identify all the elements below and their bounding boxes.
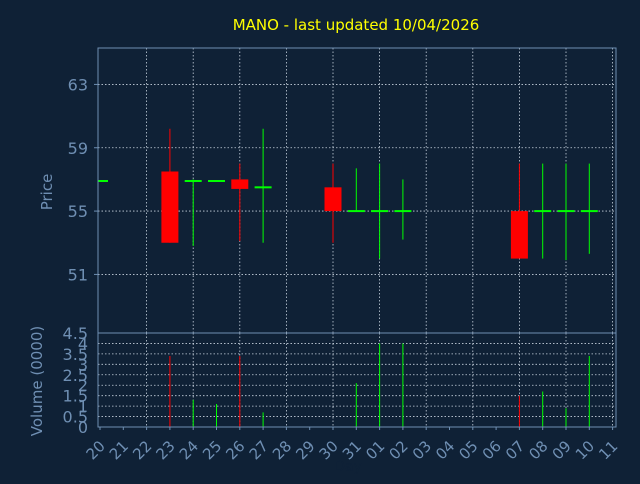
day-axis-label: Day [334, 459, 362, 475]
volume-tick-label: 2.5 [63, 366, 88, 385]
volume-tick-label: 0 [78, 418, 88, 437]
candle-body [347, 210, 365, 213]
candle-body [184, 180, 202, 182]
candle-body [394, 210, 412, 213]
volume-tick-label: 1 [78, 397, 88, 416]
candle [347, 168, 365, 213]
candle [580, 163, 598, 254]
candlesticks [98, 128, 598, 261]
candle [184, 179, 202, 246]
volume-bars [169, 343, 590, 427]
candle-body [534, 210, 552, 213]
volume-tick-label: 1.5 [63, 387, 88, 406]
volume-tick-label: 3 [78, 355, 88, 374]
volume-axis-label: Volume (0000) [28, 326, 46, 436]
candle [231, 163, 249, 242]
price-tick-label: 59 [68, 139, 88, 158]
chart-title: MANO - last updated 10/04/2026 [233, 16, 480, 34]
candle [510, 163, 528, 259]
volume-tick-label: 4 [78, 334, 88, 353]
candle-body [580, 210, 598, 213]
candle-body [557, 210, 575, 213]
candle-body [161, 171, 179, 243]
candle [161, 128, 179, 243]
candle [371, 163, 389, 259]
candle [254, 128, 272, 243]
candle-body [371, 210, 389, 213]
volume-panel-frame [97, 332, 617, 428]
candle-body [510, 211, 528, 259]
candle [98, 180, 108, 182]
volume-tick-label: 4.5 [63, 324, 88, 343]
candle-body [324, 187, 342, 212]
price-tick-label: 63 [68, 75, 88, 94]
candle-body [254, 186, 272, 189]
candle [208, 180, 225, 182]
candle-body [98, 180, 108, 182]
price-axis-label: Price [38, 174, 56, 211]
candle-body [208, 180, 225, 182]
volume-tick-label: 3.5 [63, 345, 88, 364]
candle [394, 179, 412, 240]
volume-tick-label: 0.5 [63, 408, 88, 427]
candle [534, 163, 552, 259]
volume-tick-label: 2 [78, 376, 88, 395]
candle [557, 163, 575, 261]
candle [324, 163, 342, 243]
volume-y-ticks: 4.543.532.521.510.50 [63, 324, 88, 437]
volume-gridlines [98, 333, 616, 427]
price-y-ticks: 63 59 55 51 [68, 75, 98, 284]
price-tick-label: 55 [68, 202, 88, 221]
candle-body [231, 179, 249, 189]
price-tick-label: 51 [68, 265, 88, 284]
